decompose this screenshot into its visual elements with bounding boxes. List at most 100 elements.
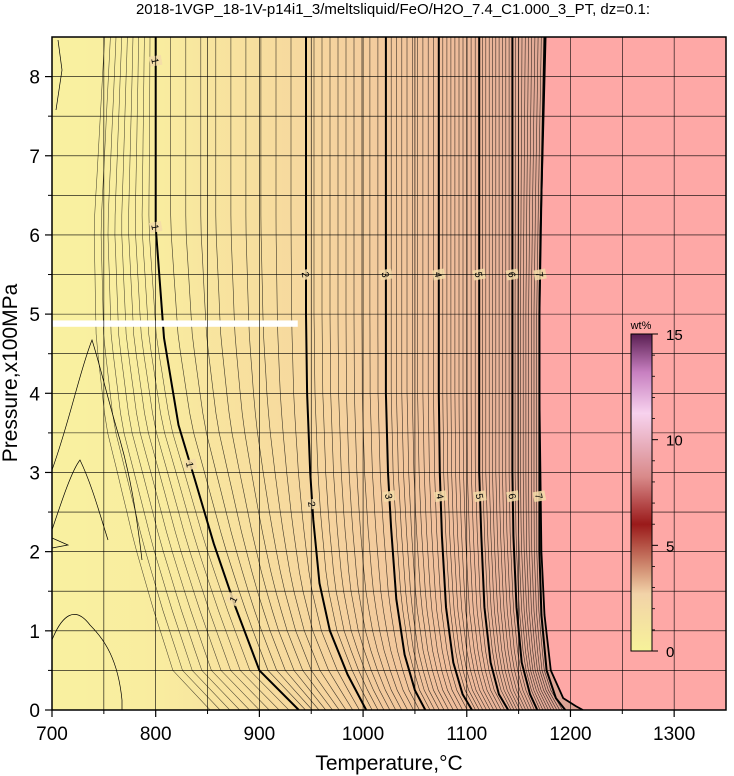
- fine-contour: [290, 37, 360, 710]
- fine-contour: [361, 37, 408, 710]
- contour-label-6: 6: [505, 490, 520, 503]
- fine-contour: [135, 37, 270, 710]
- fine-contour: [321, 37, 379, 710]
- contour-label-text: 6: [505, 493, 517, 501]
- contour-label-bg: [305, 498, 320, 511]
- contour-label-text: 5: [473, 493, 485, 501]
- colorbar-tick-label: 15: [666, 327, 683, 344]
- y-tick-label: 1: [29, 622, 40, 643]
- fine-contour: [470, 37, 502, 710]
- contour-label-text: 1: [148, 224, 160, 232]
- colorbar-tick-label: 0: [666, 644, 674, 661]
- contour-label-bg: [225, 591, 241, 607]
- y-axis: 0 1 2 3 4 5 6 7 8: [29, 68, 52, 722]
- contour-label-7: 7: [532, 490, 547, 503]
- x-tick-label: 1100: [446, 724, 487, 745]
- y-tick-label: 2: [29, 543, 40, 564]
- colorbar-tick-label: 5: [666, 538, 674, 555]
- fine-contour: [450, 37, 484, 710]
- fine-contour: [533, 37, 560, 710]
- fine-contour: [329, 37, 385, 710]
- major-contour-4: [437, 37, 473, 710]
- fine-contour: [353, 37, 402, 710]
- major-contour-3: [384, 37, 427, 710]
- fine-contour: [245, 37, 340, 710]
- contour-label-bg: [506, 490, 520, 503]
- fine-contour: [148, 37, 290, 710]
- contour-label-bg: [382, 490, 397, 503]
- fine-contour: [141, 37, 280, 710]
- x-tick-label: 1000: [342, 724, 384, 745]
- fine-contour: [531, 37, 558, 710]
- fine-contour: [107, 37, 230, 710]
- contour-label-5: 5: [473, 490, 487, 503]
- contour-label-text: 3: [379, 271, 391, 279]
- fine-contour: [185, 37, 313, 710]
- fine-contour: [230, 37, 333, 710]
- contour-label-text: 4: [433, 493, 445, 501]
- fine-contour: [401, 37, 440, 710]
- fine-contour: [505, 37, 532, 710]
- fine-contour: [488, 37, 518, 710]
- contour-label-4: 4: [433, 490, 448, 503]
- fine-contour: [495, 37, 524, 710]
- fine-contour: [128, 37, 260, 710]
- fine-contour: [345, 37, 396, 710]
- fine-contour: [462, 37, 494, 710]
- contour-label-text: 2: [299, 271, 311, 279]
- x-tick-label: 800: [140, 724, 172, 745]
- y-tick-label: 8: [29, 68, 40, 89]
- x-axis-title: Temperature,°C: [315, 752, 462, 775]
- fine-contour: [170, 37, 306, 710]
- fine-contour: [466, 37, 498, 710]
- fine-contour: [528, 37, 555, 710]
- contour-label-text: 7: [532, 493, 544, 501]
- fine-contour: [100, 37, 221, 710]
- x-tick-label: 1200: [549, 724, 591, 745]
- fine-contour: [446, 37, 480, 710]
- contour-label-text: 1: [228, 594, 241, 604]
- fine-contour: [396, 37, 435, 710]
- x-tick-label: 900: [244, 724, 276, 745]
- colorbar-title: wt%: [630, 320, 652, 332]
- contour-label-3: 3: [382, 490, 397, 503]
- fine-contour: [369, 37, 414, 710]
- x-tick-label: 1300: [653, 724, 695, 745]
- colorbar: wt% 0 5 10 15: [630, 320, 683, 661]
- plot-frame: [51, 36, 727, 711]
- fine-contour: [313, 37, 373, 710]
- contour-label-text: 2: [305, 501, 317, 509]
- y-tick-label: 0: [29, 701, 40, 722]
- contour-label-bg: [183, 458, 198, 471]
- fine-contour: [121, 37, 250, 710]
- fine-contour: [406, 37, 445, 710]
- fine-contour: [522, 37, 549, 710]
- fine-contour: [390, 37, 431, 710]
- fine-contour: [502, 37, 529, 710]
- fine-contour: [454, 37, 487, 710]
- fine-contour: [417, 37, 454, 710]
- colorbar-ticks: 0 5 10 15: [652, 327, 683, 661]
- fine-contour: [215, 37, 326, 710]
- fine-contour: [458, 37, 491, 710]
- fine-contour: [498, 37, 526, 710]
- major-contour-5: [478, 37, 510, 710]
- fine-contour: [114, 37, 240, 710]
- contour-label-text: 1: [183, 461, 195, 469]
- missing-data-band: [52, 320, 298, 327]
- major-contour-6: [511, 37, 539, 710]
- contour-label-2: 2: [305, 498, 320, 511]
- low-temperature-contours: [52, 39, 143, 710]
- fine-contour: [482, 37, 512, 710]
- fine-contour: [260, 37, 347, 710]
- fine-contour: [520, 37, 546, 710]
- colorbar-tick-label: 10: [666, 433, 683, 450]
- x-tick-label: 700: [36, 724, 68, 745]
- fine-contour: [275, 37, 353, 710]
- contour-label-1: 1: [225, 591, 241, 607]
- y-tick-label: 7: [29, 147, 40, 168]
- contour-label-text: 5: [472, 271, 484, 279]
- contour-label-text: 1: [148, 57, 160, 65]
- fine-contour: [536, 37, 563, 710]
- fine-contour: [93, 37, 211, 710]
